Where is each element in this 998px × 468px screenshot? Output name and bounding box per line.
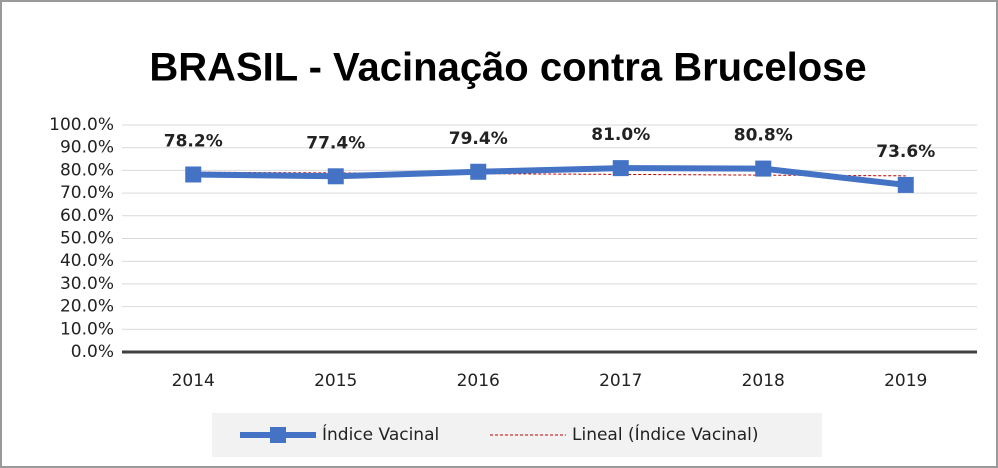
marker <box>327 168 344 185</box>
data-label: 78.2% <box>164 131 223 151</box>
data-label: 79.4% <box>449 129 508 149</box>
data-label: 73.6% <box>876 142 935 162</box>
x-tick-label: 2015 <box>314 371 357 391</box>
chart-title: BRASIL - Vacinação contra Brucelose <box>149 46 866 90</box>
marker <box>897 176 914 193</box>
y-tick-label: 70.0% <box>60 183 114 203</box>
legend-label: Índice Vacinal <box>322 423 439 445</box>
x-tick-label: 2017 <box>599 371 642 391</box>
data-label: 77.4% <box>306 133 365 153</box>
marker <box>612 160 629 177</box>
data-label: 80.8% <box>734 126 793 146</box>
x-tick-label: 2014 <box>172 371 215 391</box>
trend-line <box>193 171 906 177</box>
data-label: 81.0% <box>591 125 650 145</box>
y-tick-label: 0.0% <box>71 342 114 362</box>
legend-marker <box>270 427 286 443</box>
series-line <box>193 165 907 188</box>
y-tick-label: 10.0% <box>60 319 114 339</box>
y-tick-label: 90.0% <box>60 138 114 158</box>
marker <box>185 166 202 183</box>
marker <box>470 163 487 180</box>
x-tick-label: 2016 <box>457 371 500 391</box>
legend-label: Lineal (Índice Vacinal) <box>572 423 758 445</box>
y-tick-label: 100.0% <box>49 115 114 135</box>
x-tick-label: 2019 <box>884 371 927 391</box>
y-tick-label: 20.0% <box>60 297 114 317</box>
x-tick-label: 2018 <box>742 371 785 391</box>
y-tick-label: 60.0% <box>60 206 114 226</box>
marker <box>755 160 772 177</box>
y-tick-label: 80.0% <box>60 160 114 180</box>
y-tick-label: 50.0% <box>60 229 114 249</box>
y-tick-label: 30.0% <box>60 274 114 294</box>
y-tick-label: 40.0% <box>60 251 114 271</box>
